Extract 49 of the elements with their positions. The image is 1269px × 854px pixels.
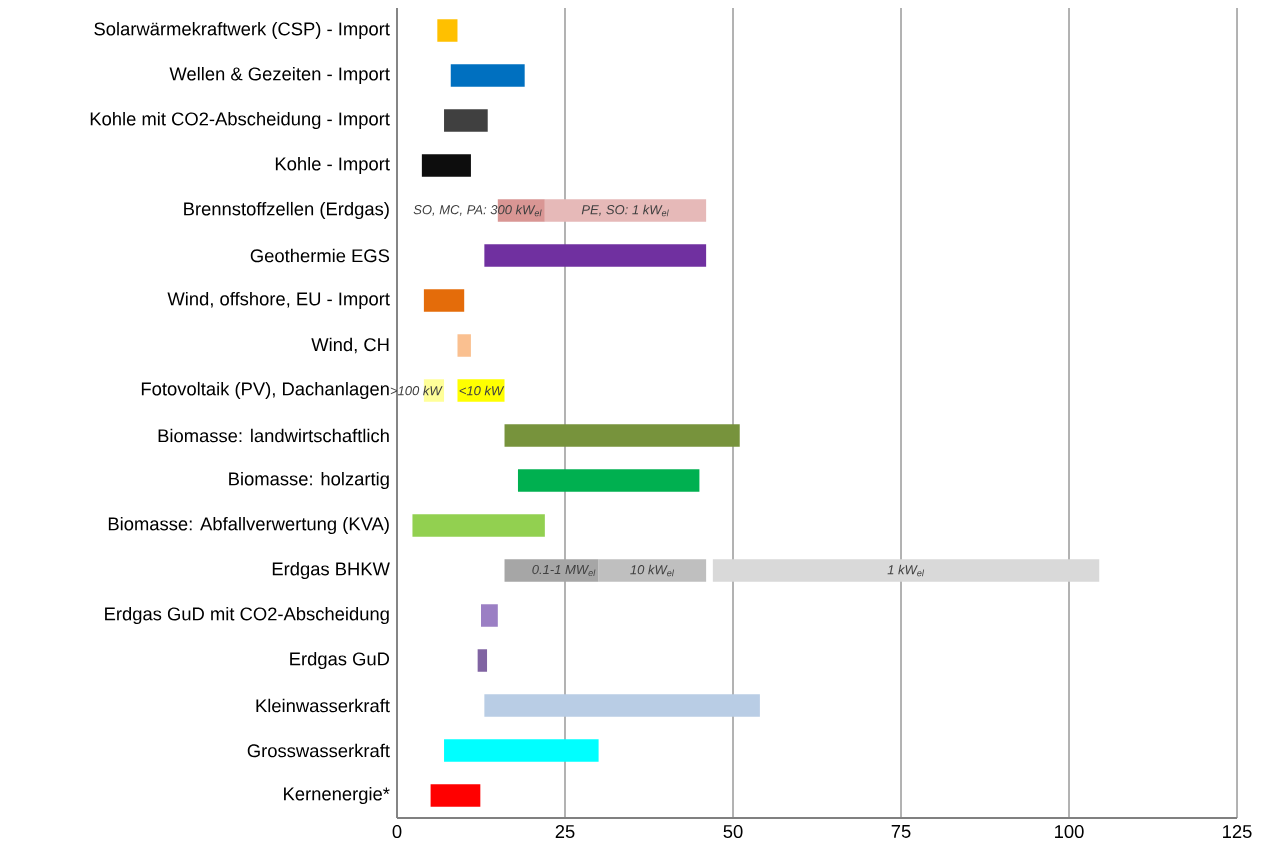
y-tick-label: Erdgas GuD <box>290 651 390 670</box>
y-tick-label: Biomasse: holzartig <box>229 471 389 490</box>
bar <box>423 289 465 312</box>
bar <box>517 469 700 492</box>
x-tick-label: 25 <box>555 825 575 839</box>
x-tick-label: 125 <box>1223 825 1252 839</box>
y-tick-label: Grosswasserkraft <box>247 743 390 758</box>
y-tick-label: Kohle mit CO2-Abscheidung - Import <box>90 111 390 130</box>
bar <box>450 64 525 87</box>
bar <box>504 424 740 447</box>
bar <box>484 244 707 267</box>
bar <box>504 559 599 582</box>
bar <box>544 199 707 222</box>
annotation: 10 kW$_{el}$ <box>630 564 675 577</box>
annotation: PE, SO: 1 kW$_{el}$ <box>581 204 669 217</box>
x-tick-label: 0 <box>392 825 402 839</box>
bar <box>477 649 488 672</box>
bar <box>444 109 488 132</box>
x-tick-label: 75 <box>891 825 911 838</box>
bar <box>712 559 1100 582</box>
y-tick-label: Kohle - Import <box>275 156 390 175</box>
y-tick-label: Biomasse: landwirtschaftlich <box>158 428 389 443</box>
bar <box>484 694 760 717</box>
y-tick-label: Geothermie EGS <box>250 248 390 263</box>
y-tick-label: Kleinwasserkraft <box>256 698 390 713</box>
annotation: <10 kW <box>459 385 505 396</box>
bar <box>457 334 471 357</box>
annotation: 1 kW$_{el}$ <box>887 564 925 577</box>
bar <box>430 784 481 807</box>
y-tick-label: Fotovoltaik (PV), Dachanlagen <box>141 381 389 400</box>
bar <box>412 514 545 537</box>
y-tick-label: Kernenergie* <box>284 786 390 805</box>
x-tick-label: 100 <box>1055 825 1084 839</box>
bar <box>444 739 599 762</box>
y-tick-label: Solarwärmekraftwerk (CSP) - Import <box>94 21 390 40</box>
y-tick-label: Brennstoffzellen (Erdgas) <box>184 201 389 220</box>
y-tick-label: Wind, offshore, EU - Import <box>167 291 390 310</box>
x-tick-label: 50 <box>723 825 743 839</box>
y-tick-label: Erdgas GuD mit CO2-Abscheidung <box>105 606 389 625</box>
y-tick-label: Biomasse: Abfallverwertung (KVA) <box>108 516 389 535</box>
bar <box>437 19 458 42</box>
y-tick-label: Wellen & Gezeiten - Import <box>169 66 390 85</box>
bar <box>457 379 505 402</box>
y-tick-label: Wind, CH <box>311 337 389 354</box>
bar <box>598 559 707 582</box>
bar <box>481 604 498 627</box>
bar <box>421 154 471 177</box>
y-tick-label: Erdgas BHKW <box>272 561 390 580</box>
annotation: 0.1-1 MW$_{el}$ <box>532 564 596 577</box>
